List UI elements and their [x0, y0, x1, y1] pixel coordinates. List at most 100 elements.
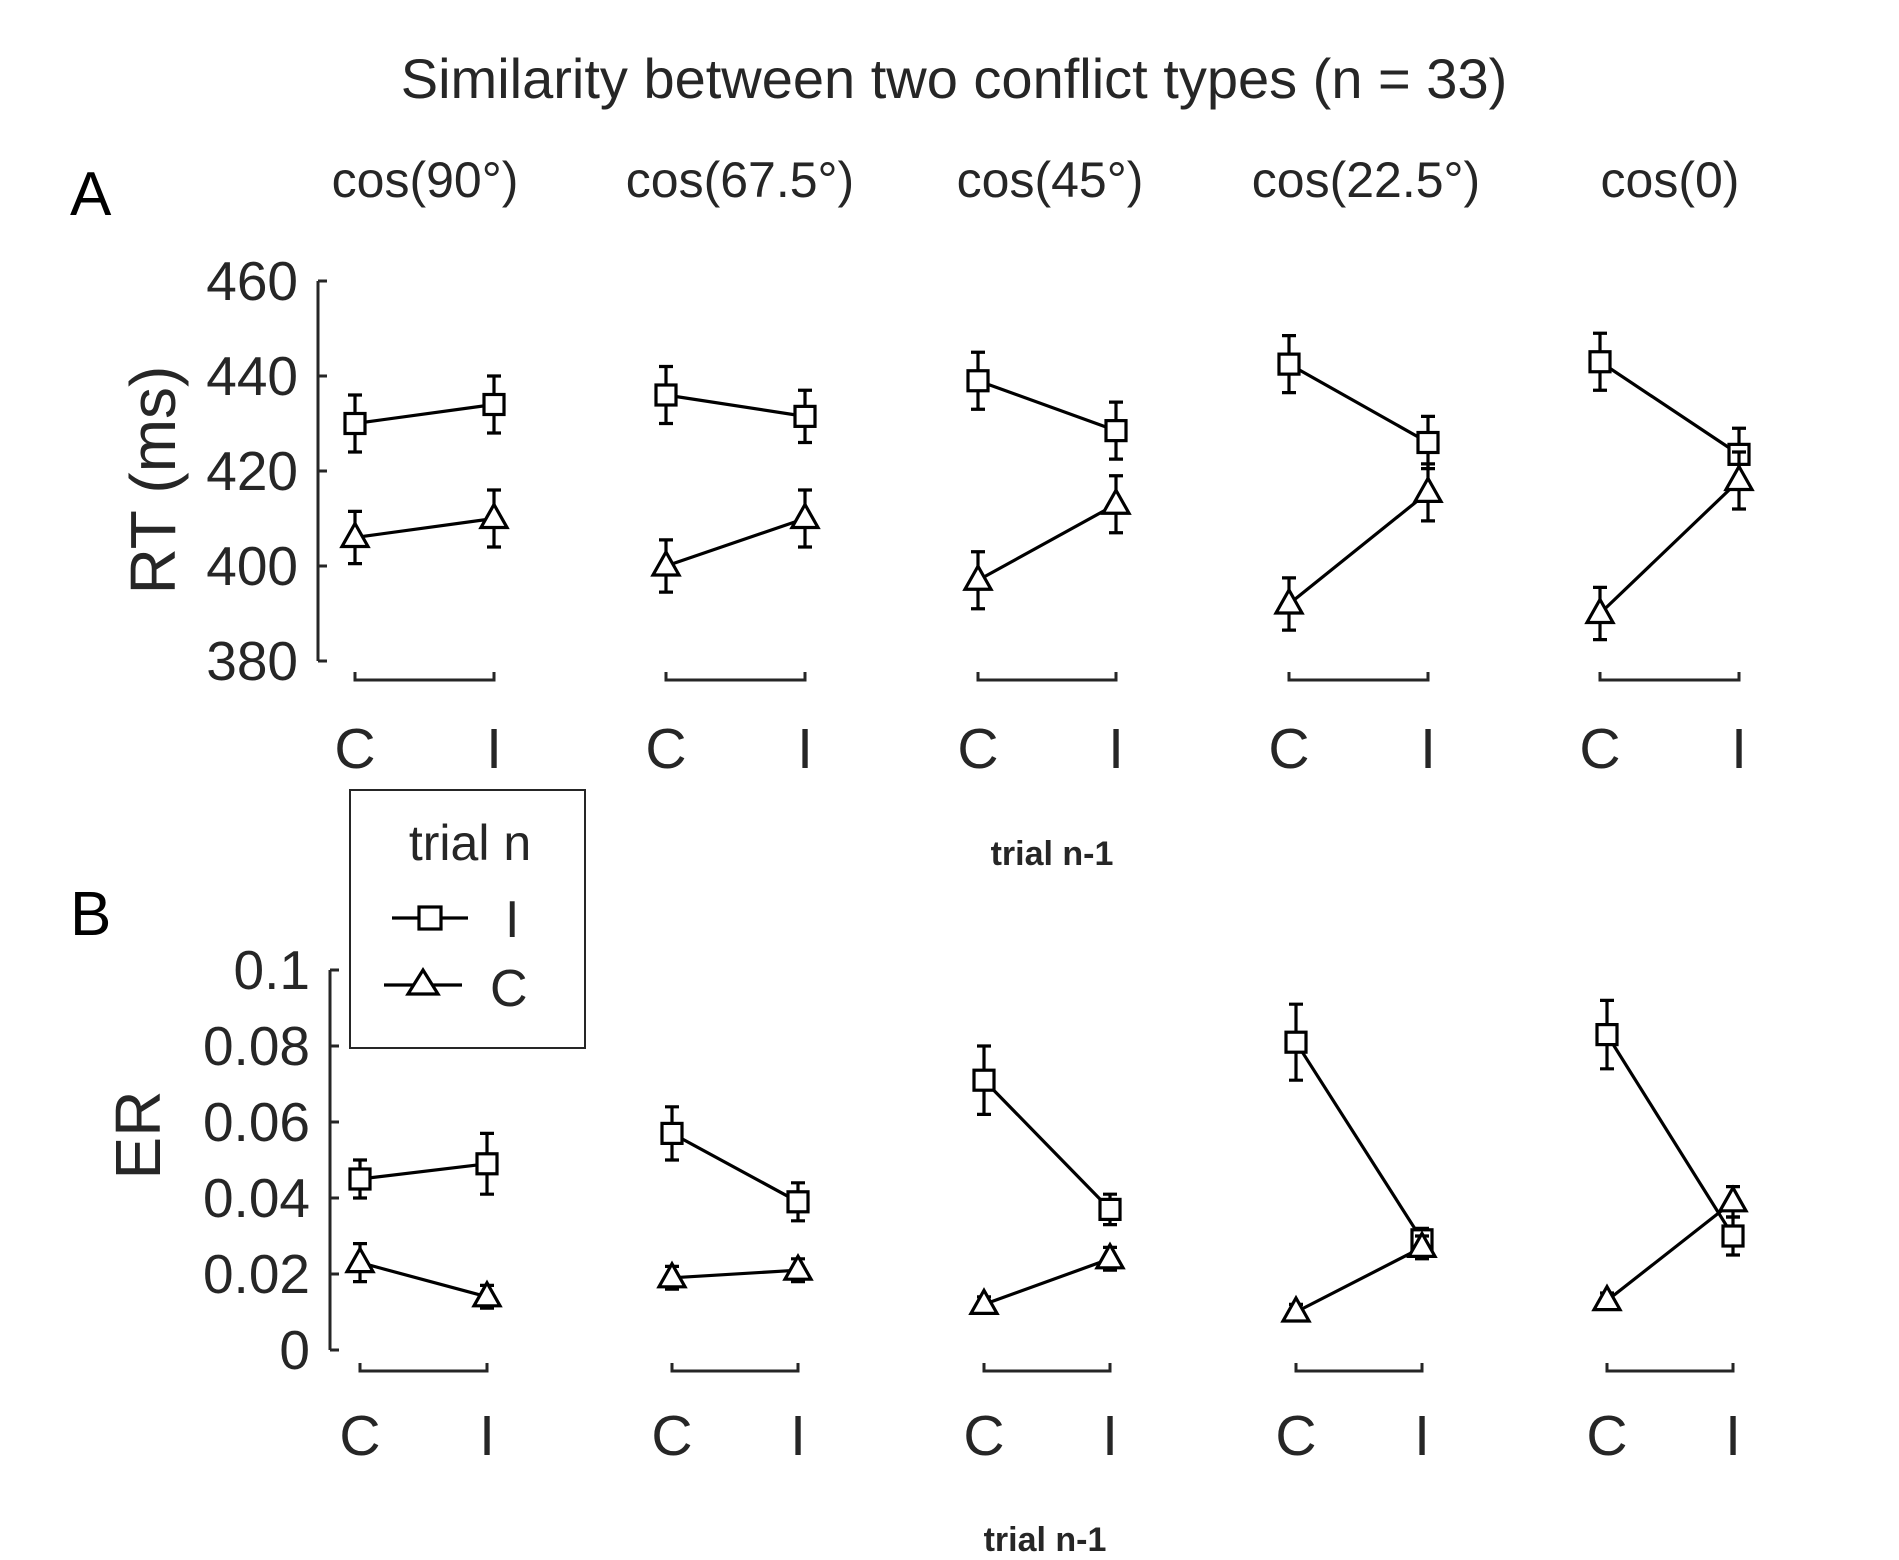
y-tick-label: 0.06 [203, 1091, 310, 1153]
square-marker [654, 383, 678, 407]
series-i-line [359, 1162, 488, 1181]
square-marker [348, 1167, 372, 1191]
square-marker [660, 1121, 684, 1146]
x-tick-label: C [645, 717, 686, 781]
panel-b-er-plot: 0 0.02 0.04 0.06 0.08 0.1 ER trial n-1 C I C I C I C I C… [102, 939, 1749, 1559]
triangle-marker [782, 1252, 814, 1281]
x-axis-label: trial n-1 [984, 1521, 1107, 1559]
y-tick-label: 420 [206, 440, 298, 502]
y-axis-label: RT (ms) [117, 366, 189, 595]
y-tick-label: 0.1 [234, 939, 310, 1001]
y-tick-label: 460 [206, 250, 298, 312]
x-tick-label: C [957, 717, 998, 781]
triangle-marker [650, 548, 682, 577]
square-marker [786, 1190, 810, 1214]
x-tick-label: I [479, 1404, 495, 1468]
square-marker [343, 411, 367, 436]
square-marker [1416, 430, 1440, 455]
triangle-marker [1584, 596, 1616, 625]
series-c-line [1606, 1200, 1734, 1302]
x-axis-bracket [1287, 672, 1430, 682]
x-axis-bracket [358, 1363, 489, 1373]
legend-square-marker [417, 905, 443, 931]
series-i-line [982, 1079, 1112, 1211]
square-marker [1588, 350, 1612, 374]
panel-a-rt-plot: 380 400 420 440 460 RT (ms) trial n-1 C I C I C I C I C… [117, 250, 1755, 873]
series-c-line [1598, 479, 1741, 615]
series-i-line [665, 393, 806, 418]
x-axis-label: trial n-1 [991, 835, 1114, 873]
square-marker [1277, 352, 1301, 376]
triangle-marker [1094, 1241, 1126, 1270]
triangle-marker [1100, 486, 1132, 515]
triangle-marker [962, 562, 994, 591]
x-tick-label: I [486, 717, 502, 781]
series-c-line [1295, 1245, 1423, 1314]
triangle-marker [478, 501, 510, 530]
x-tick-label: C [963, 1404, 1004, 1468]
series-c-line [665, 516, 806, 568]
x-axis-bracket [1598, 672, 1741, 682]
triangle-marker [789, 501, 821, 530]
x-axis-bracket [670, 1363, 800, 1373]
x-tick-label: I [1108, 717, 1124, 781]
series-c-line [1287, 491, 1430, 606]
x-tick-label: C [1268, 717, 1309, 781]
square-marker [966, 369, 990, 393]
series-c-line [671, 1268, 799, 1280]
square-marker [1098, 1197, 1122, 1222]
triangle-marker [344, 1245, 376, 1274]
triangle-marker [1591, 1283, 1623, 1312]
x-axis-bracket [982, 1363, 1112, 1373]
panel-letter-b: B [70, 880, 111, 949]
square-marker [1721, 1224, 1745, 1248]
y-tick-label: 0.02 [203, 1243, 310, 1305]
series-i-line [1605, 1033, 1735, 1237]
square-marker [1284, 1030, 1308, 1054]
series-i-line [354, 402, 495, 426]
series-i-line [1288, 362, 1429, 444]
x-tick-label: I [790, 1404, 806, 1468]
condition-label-5: cos(0) [1601, 152, 1740, 208]
square-marker [482, 392, 506, 417]
triangle-marker [1406, 1230, 1438, 1258]
legend-entry-i: I [505, 891, 519, 949]
condition-label-4: cos(22.5°) [1252, 152, 1480, 208]
figure-title: Similarity between two conflict types (n… [401, 47, 1507, 110]
x-tick-label: C [339, 1404, 380, 1468]
x-tick-label: C [651, 1404, 692, 1468]
square-marker [1104, 419, 1128, 443]
x-tick-label: I [797, 717, 813, 781]
triangle-marker [968, 1287, 1000, 1315]
triangle-marker [471, 1279, 503, 1308]
series-i-line [1294, 1041, 1424, 1241]
y-tick-label: 0 [279, 1319, 310, 1381]
condition-label-3: cos(45°) [957, 152, 1144, 208]
y-tick-label: 380 [206, 630, 298, 692]
series-c-line [354, 516, 495, 540]
series-i-line [1599, 360, 1740, 456]
x-tick-label: C [334, 717, 375, 781]
legend-title: trial n [409, 815, 531, 871]
y-tick-label: 0.08 [203, 1015, 310, 1077]
legend: trial n I C [349, 789, 586, 1049]
triangle-marker [1280, 1294, 1312, 1323]
square-marker [793, 404, 817, 428]
y-tick-label: 400 [206, 535, 298, 597]
x-tick-label: I [1420, 717, 1436, 781]
legend-triangle-marker [405, 966, 441, 996]
x-axis-bracket [1294, 1363, 1424, 1373]
triangle-marker [339, 520, 371, 549]
panel-letter-a: A [70, 160, 112, 229]
y-tick-label: 440 [206, 345, 298, 407]
series-c-line [359, 1261, 488, 1299]
x-axis-bracket [976, 672, 1118, 682]
triangle-marker [1717, 1184, 1749, 1213]
x-tick-label: C [1275, 1404, 1316, 1468]
series-i-line [671, 1131, 799, 1204]
x-tick-label: I [1725, 1404, 1741, 1468]
y-tick-label: 0.04 [203, 1167, 310, 1229]
condition-label-2: cos(67.5°) [626, 152, 854, 208]
legend-entry-c: C [490, 960, 528, 1018]
